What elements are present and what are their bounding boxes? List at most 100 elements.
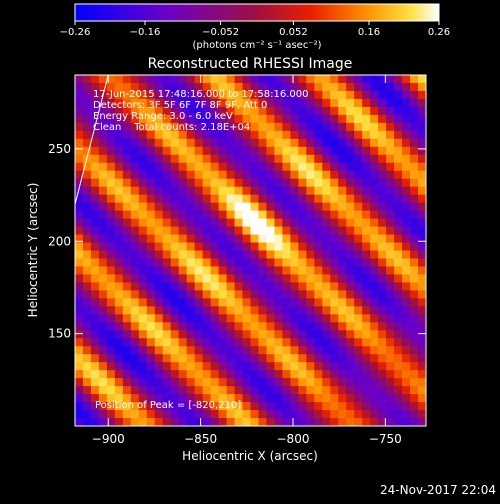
heatmap-cell xyxy=(90,306,100,315)
heatmap-cell xyxy=(418,394,426,403)
heatmap-cell xyxy=(162,282,172,291)
heatmap-cell xyxy=(314,298,323,307)
heatmap-cell xyxy=(226,274,236,284)
heatmap-cell xyxy=(282,106,291,116)
heatmap-cell xyxy=(322,290,331,299)
heatmap-cell xyxy=(290,386,299,395)
heatmap-cell xyxy=(75,306,84,315)
heatmap-cell xyxy=(106,258,116,268)
heatmap-cell xyxy=(346,322,355,331)
heatmap-cell xyxy=(354,274,363,284)
heatmap-cell xyxy=(234,90,244,100)
heatmap-cell xyxy=(218,402,228,411)
heatmap-cell xyxy=(90,410,100,419)
heatmap-cell xyxy=(298,402,307,411)
heatmap-cell xyxy=(218,98,228,108)
heatmap-cell xyxy=(90,82,100,92)
heatmap-cell xyxy=(402,154,411,164)
heatmap-cell xyxy=(106,130,116,140)
heatmap-cell xyxy=(242,90,252,100)
heatmap-cell xyxy=(410,282,419,291)
heatmap-cell xyxy=(274,90,284,100)
heatmap-cell xyxy=(218,234,228,244)
heatmap-cell xyxy=(106,362,116,371)
heatmap-cell xyxy=(274,290,284,299)
heatmap-cell xyxy=(274,106,284,116)
heatmap-cell xyxy=(410,338,419,347)
heatmap-cell xyxy=(186,130,196,140)
heatmap-cell xyxy=(138,130,148,140)
heatmap-cell xyxy=(178,338,188,347)
heatmap-cell xyxy=(314,194,323,204)
heatmap-cell xyxy=(194,130,204,140)
heatmap-cell xyxy=(410,218,419,228)
heatmap-cell xyxy=(218,154,228,164)
heatmap-cell xyxy=(282,418,291,426)
heatmap-cell xyxy=(266,194,276,204)
heatmap-cell xyxy=(226,330,236,339)
heatmap-cell xyxy=(226,75,236,84)
heatmap-cell xyxy=(258,282,268,291)
heatmap-cell xyxy=(250,402,260,411)
heatmap-cell xyxy=(234,178,244,188)
heatmap-cell xyxy=(218,82,228,92)
heatmap-cell xyxy=(418,258,426,268)
heatmap-cell xyxy=(362,274,371,284)
heatmap-cell xyxy=(218,282,228,291)
heatmap-cell xyxy=(226,98,236,108)
heatmap-cell xyxy=(346,138,355,148)
heatmap-cell xyxy=(266,410,276,419)
heatmap-cell xyxy=(346,114,355,124)
heatmap-cell xyxy=(90,75,100,84)
heatmap-cell xyxy=(354,370,363,379)
heatmap-cell xyxy=(202,130,212,140)
heatmap-cell xyxy=(322,354,331,363)
heatmap-cell xyxy=(242,114,252,124)
heatmap-cell xyxy=(170,378,180,387)
heatmap-cell xyxy=(266,386,276,395)
heatmap-cell xyxy=(250,306,260,315)
heatmap-cell xyxy=(138,314,148,323)
heatmap-cell xyxy=(306,154,315,164)
heatmap-cell xyxy=(402,306,411,315)
heatmap-cell xyxy=(130,114,140,124)
heatmap-cell xyxy=(378,114,387,124)
heatmap-cell xyxy=(210,282,220,291)
heatmap-cell xyxy=(394,226,403,236)
heatmap-cell xyxy=(130,418,140,426)
heatmap-cell xyxy=(75,354,84,363)
heatmap-cell xyxy=(322,250,331,260)
heatmap-cell xyxy=(330,378,339,387)
heatmap-cell xyxy=(330,266,339,276)
heatmap-cell xyxy=(226,218,236,228)
heatmap-cell xyxy=(266,402,276,411)
heatmap-cell xyxy=(242,202,252,212)
heatmap-cell xyxy=(98,210,108,220)
heatmap-cell xyxy=(114,242,124,252)
heatmap-cell xyxy=(146,282,156,291)
heatmap-cell xyxy=(218,146,228,156)
heatmap-cell xyxy=(194,322,204,331)
heatmap-cell xyxy=(114,90,124,100)
heatmap-cell xyxy=(138,370,148,379)
heatmap-cell xyxy=(130,122,140,132)
heatmap-cell xyxy=(194,394,204,403)
heatmap-cell xyxy=(138,138,148,148)
heatmap-cell xyxy=(202,250,212,260)
heatmap-cell xyxy=(202,218,212,228)
heatmap-cell xyxy=(322,146,331,156)
heatmap-cell xyxy=(354,314,363,323)
heatmap-cell xyxy=(138,106,148,116)
heatmap-cell xyxy=(274,370,284,379)
heatmap-cell xyxy=(202,258,212,268)
heatmap-cell xyxy=(154,266,164,276)
heatmap-cell xyxy=(362,90,371,100)
heatmap-cell xyxy=(282,138,291,148)
heatmap-cell xyxy=(122,138,132,148)
heatmap-cell xyxy=(114,410,124,419)
heatmap-cell xyxy=(202,338,212,347)
heatmap-cell xyxy=(154,106,164,116)
heatmap-cell xyxy=(146,250,156,260)
colorbar-tick-label: −0.16 xyxy=(130,27,161,38)
heatmap-cell xyxy=(114,394,124,403)
